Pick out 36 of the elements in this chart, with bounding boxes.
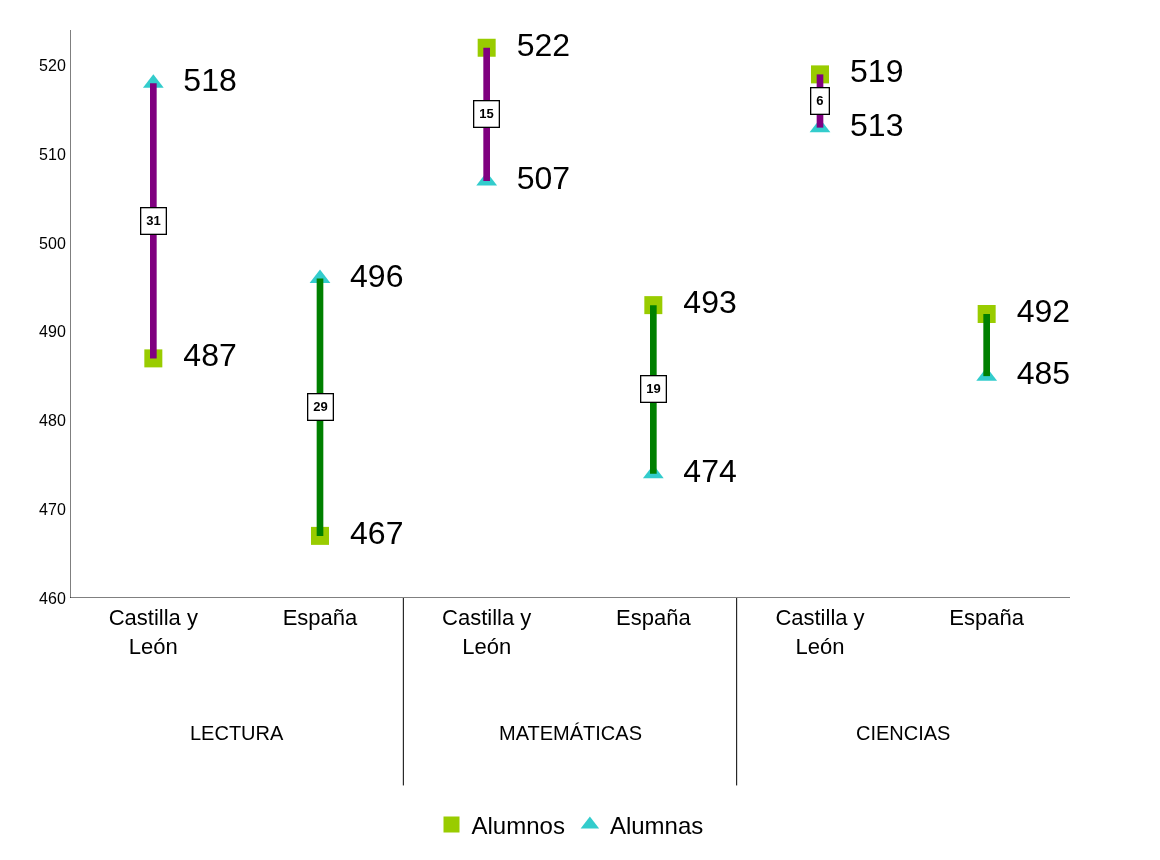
y-tick-label: 480 xyxy=(39,412,66,430)
y-tick-label: 490 xyxy=(39,323,66,341)
data-label: 493 xyxy=(665,284,737,321)
data-label: 31 xyxy=(146,213,161,229)
y-tick-label: 500 xyxy=(39,234,66,252)
data-label: 522 xyxy=(498,26,571,63)
data-label: 467 xyxy=(332,514,404,551)
data-label: 487 xyxy=(165,337,237,374)
data-label: 485 xyxy=(998,355,1071,392)
data-label: 6 xyxy=(816,93,824,109)
x-tick-label: Castilla y León xyxy=(108,605,198,659)
y-tick-label: 510 xyxy=(39,145,66,163)
data-label: 513 xyxy=(832,106,904,143)
x-tick-label: Castilla y León xyxy=(775,605,865,659)
data-label: 492 xyxy=(998,293,1071,329)
text: MATEMÁTICAS xyxy=(499,722,642,744)
legend-label: Alumnas xyxy=(609,811,704,839)
y-tick-label: 520 xyxy=(39,57,66,75)
data-label: 474 xyxy=(665,452,737,489)
y-tick-label: 470 xyxy=(39,500,66,518)
legend-label: Alumnos xyxy=(471,811,565,839)
y-tick-label: 460 xyxy=(39,589,66,607)
text: CIENCIAS xyxy=(856,722,951,744)
data-label: 29 xyxy=(313,399,328,415)
data-label: 19 xyxy=(646,381,661,397)
data-label: 519 xyxy=(832,53,904,90)
x-tick-label: España xyxy=(282,605,359,631)
data-label: 496 xyxy=(332,257,404,294)
data-label: 518 xyxy=(165,62,237,99)
data-label: 15 xyxy=(479,106,494,122)
x-tick-label: España xyxy=(616,605,692,631)
x-tick-label: Castilla y León xyxy=(442,605,532,659)
bar xyxy=(983,314,990,377)
x-tick-label: España xyxy=(949,605,1025,631)
data-label: 507 xyxy=(498,159,571,196)
text: LECTURA xyxy=(190,722,285,744)
